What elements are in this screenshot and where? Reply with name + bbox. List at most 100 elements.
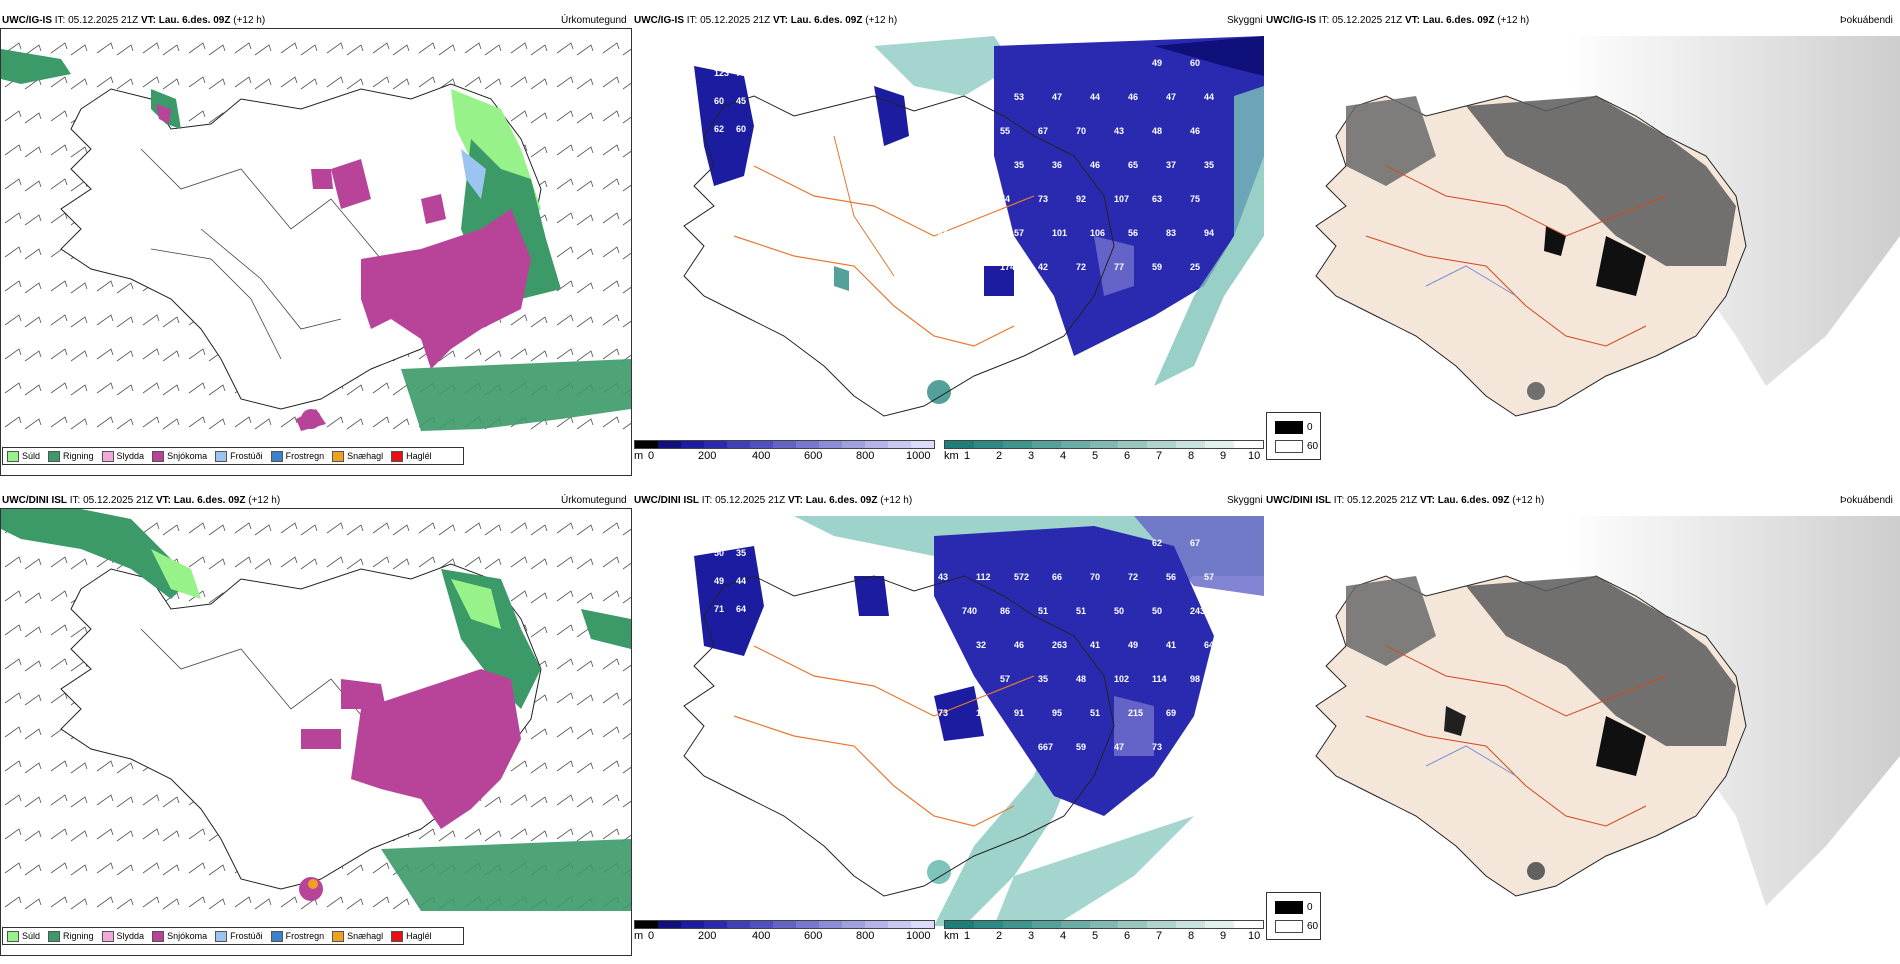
visibility-value-label: 53 (1014, 92, 1024, 102)
swatch (391, 450, 404, 462)
visibility-value-label: 70 (1090, 572, 1100, 582)
visibility-value-label: 34 (938, 640, 948, 650)
visibility-value-label: 43 (1114, 126, 1124, 136)
visibility-value-label: 45 (924, 742, 934, 752)
colorbar-step (773, 441, 796, 448)
fog-map (1315, 36, 1900, 417)
visibility-value-label: 50 (1152, 606, 1162, 616)
visibility-value-label: 35 (924, 194, 934, 204)
visibility-value-label: 51 (1076, 606, 1086, 616)
colorbar-step (1002, 921, 1032, 928)
visibility-value-label: 72 (1076, 262, 1086, 272)
colorbar-step (1118, 441, 1148, 448)
visibility-value-label: 64 (1204, 640, 1214, 650)
colorbar-step (1147, 441, 1177, 448)
visibility-value-label: 46 (938, 296, 948, 306)
colorbar-step (865, 441, 888, 448)
visibility-value-label: 117 (962, 262, 977, 272)
it-label: IT: (54, 15, 66, 26)
colorbar-step (635, 921, 658, 928)
visibility-value-label: 51 (1038, 606, 1048, 616)
colorbar-height-ticks: m 0 200 400 600 800 1000 (634, 930, 931, 942)
colorbar-step (1031, 441, 1061, 448)
visibility-value-label: 35 (1014, 160, 1024, 170)
visibility-value-label: 57 (1000, 674, 1010, 684)
visibility-value-label: 35 (1204, 160, 1214, 170)
visibility-labels: 123 79 60 45 62 60 49 60 54 63 53 47 44 46 47 44 46 124 55… (714, 58, 1214, 306)
visibility-value-label: 215 (1128, 708, 1143, 718)
visibility-map: 50 35 49 44 71 64 62 67 43 112 572 66 70 72 56 57 752 740… (683, 516, 1264, 926)
colorbar-step (973, 441, 1003, 448)
colorbar-step (681, 441, 704, 448)
visibility-value-label: 572 (1014, 572, 1029, 582)
visibility-value-label: 79 (736, 68, 746, 78)
swatch (7, 930, 19, 942)
visibility-value-label: 52 (976, 228, 986, 238)
swatch (48, 930, 61, 942)
colorbar-step (1176, 441, 1206, 448)
visibility-value-label: 44 (1090, 92, 1100, 102)
colorbar-step (1234, 441, 1263, 448)
visibility-value-label: 63 (1152, 194, 1162, 204)
legend-item: Rigning (48, 450, 94, 462)
visibility-value-label: 59 (1152, 262, 1162, 272)
visibility-value-label: 57 (1014, 228, 1024, 238)
colorbar-visibility-ticks: km 1 2 3 4 5 6 7 8 9 10 (944, 450, 1261, 462)
precip-legend: Súld Rigning Slydda Snjókoma Frostúði Fr… (2, 447, 464, 465)
legend-item: Snjókoma (152, 450, 207, 462)
visibility-value-label: 59 (1076, 742, 1086, 752)
precip-map-panel: Súld Rigning Slydda Snjókoma Frostúði Fr… (0, 508, 632, 956)
forecast-row-ig: UWC/IG-IS IT: 05.12.2025 21Z VT: Lau. 6.… (0, 14, 1900, 484)
colorbar-step (865, 921, 888, 928)
visibility-value-label: 55 (1000, 126, 1010, 136)
visibility-value-label: 124 (962, 126, 977, 136)
visibility-value-label: 105 (976, 296, 991, 306)
panel-header-visibility: UWC/DINI ISL IT: 05.12.2025 21Z VT: Lau.… (634, 495, 913, 506)
visibility-value-label: 41 (1090, 640, 1100, 650)
visibility-value-label: 98 (1190, 674, 1200, 684)
visibility-value-label: 67 (1190, 538, 1200, 548)
visibility-value-label: 62 (1152, 538, 1162, 548)
colorbar-height-ticks: m 0 200 400 600 800 1000 (634, 450, 931, 462)
swatch (215, 450, 228, 462)
swatch (270, 930, 283, 942)
visibility-value-label: 37 (1166, 160, 1176, 170)
swatch (7, 450, 19, 462)
colorbar-step (727, 441, 750, 448)
colorbar-step (1031, 921, 1061, 928)
colorbar-step (1205, 441, 1235, 448)
unit-label: km (944, 450, 959, 462)
colorbar-step (1176, 921, 1206, 928)
colorbar-step (658, 921, 681, 928)
colorbar-step (773, 921, 796, 928)
visibility-value-label: 71 (714, 604, 724, 614)
visibility-value-label: 740 (962, 606, 977, 616)
colorbar-step (1147, 921, 1177, 928)
visibility-value-label: 106 (1090, 228, 1105, 238)
visibility-value-label: 69 (1166, 708, 1176, 718)
precip-map-panel: Súld Rigning Slydda Snjókoma Frostúði Fr… (0, 28, 632, 476)
visibility-value-label: 153 (976, 708, 991, 718)
visibility-value-label: 107 (1114, 194, 1129, 204)
visibility-value-label: 44 (736, 576, 746, 586)
visibility-value-label: 263 (1052, 640, 1067, 650)
visibility-value-label: 60 (714, 96, 724, 106)
colorbar-height (634, 920, 935, 929)
swatch (391, 930, 404, 942)
it-value: 05.12.2025 21Z (68, 15, 139, 26)
colorbar-height (634, 440, 935, 449)
visibility-value-label: 54 (938, 92, 948, 102)
colorbar-step (750, 921, 773, 928)
colorbar-step (1089, 441, 1119, 448)
visibility-value-label: 73 (938, 708, 948, 718)
colorbar-step (1118, 921, 1148, 928)
colorbar-step (727, 921, 750, 928)
panel-title-precip: Úrkomutegund (561, 15, 627, 26)
swatch (332, 450, 345, 462)
precip-legend: Súld Rigning Slydda Snjókoma Frostúði Fr… (2, 927, 464, 945)
visibility-value-label: 243 (1190, 606, 1205, 616)
colorbar-step (911, 921, 934, 928)
visibility-value-label: 101 (1052, 228, 1067, 238)
visibility-value-label: 45 (736, 96, 746, 106)
swatch (332, 930, 345, 942)
